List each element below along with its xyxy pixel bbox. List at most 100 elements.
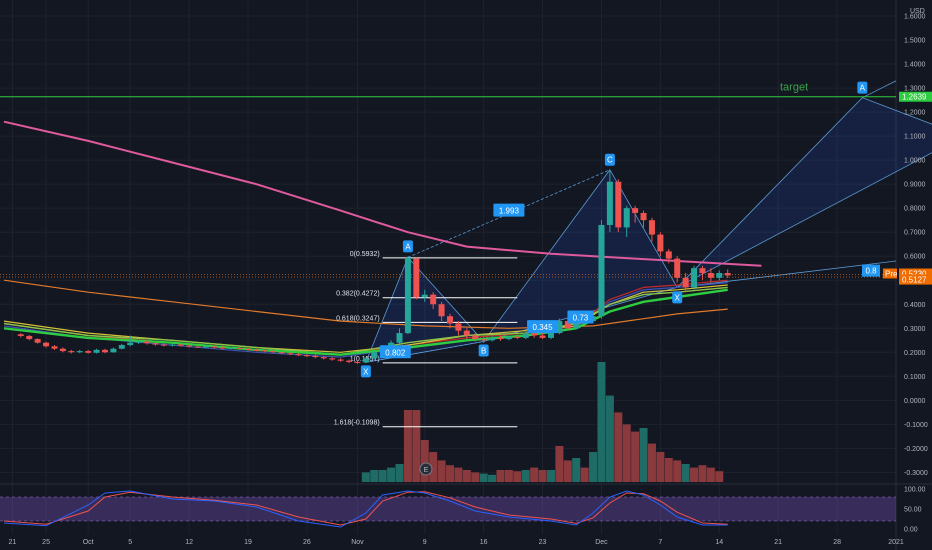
fib-level-label: 1.618(-0.1098) (334, 420, 380, 427)
candle-body (699, 268, 706, 274)
target-label: target (780, 82, 808, 94)
ma-price-tag-label: 0.5127 (902, 276, 927, 285)
candle-body (287, 353, 294, 355)
candle-body (362, 358, 369, 363)
candle (202, 345, 209, 348)
candle (514, 334, 521, 340)
candle-body (480, 339, 487, 341)
candle (556, 318, 563, 335)
pre-tag-label: Pre (885, 270, 898, 279)
price-tick-label: 0.1000 (904, 374, 926, 381)
volume-bar (530, 467, 539, 482)
candle-body (169, 344, 176, 346)
time-tick-label: 14 (715, 539, 723, 546)
candle-body (447, 316, 453, 324)
time-tick-label: 28 (833, 539, 841, 546)
candle (177, 343, 184, 347)
candle-body (388, 342, 395, 348)
volume-bar (521, 470, 530, 482)
volume-bar (361, 472, 370, 482)
candle-body (177, 344, 184, 346)
pattern-point-a2-label: A (860, 84, 866, 93)
price-tick-label: -0.1000 (904, 422, 928, 429)
candle-body (76, 351, 83, 353)
candle-body (236, 347, 243, 349)
candle (278, 351, 285, 355)
harmonic-triangle-xab (365, 256, 485, 363)
currency-label: USD (910, 8, 925, 15)
price-tick-label: 1.5000 (904, 38, 926, 45)
volume-bar (488, 474, 497, 482)
candle-body (707, 273, 714, 278)
candle-body (396, 333, 403, 343)
candle (59, 347, 66, 353)
candle (640, 210, 647, 228)
ratio-xb (527, 320, 559, 334)
candle (699, 265, 706, 281)
candle (682, 273, 689, 293)
candle-body (211, 346, 218, 348)
pattern-point-x (360, 365, 371, 378)
candle-body (93, 349, 100, 353)
candle (716, 270, 723, 281)
volume-bar (429, 452, 438, 482)
price-tick-label: 1.6000 (904, 14, 926, 21)
candle (463, 328, 470, 340)
pattern-value-tag-label: 0.8 (865, 267, 877, 276)
earnings-icon-label: E (424, 467, 429, 474)
harmonic-projection-line (862, 80, 897, 99)
candle-body (665, 251, 672, 259)
candle-body (144, 341, 151, 344)
candle-body (404, 257, 411, 334)
candle (480, 336, 487, 343)
candle-body (337, 359, 344, 361)
candle-body (261, 350, 268, 352)
candle (472, 333, 479, 342)
volume-bar (639, 428, 648, 482)
earnings-icon (419, 462, 433, 476)
candle (413, 257, 420, 300)
price-tick-label: -0.3000 (904, 470, 928, 477)
pattern-point-a2 (857, 81, 868, 94)
candle (160, 343, 167, 347)
target-price-tag-label: 1.2639 (902, 93, 927, 102)
candle-body (295, 354, 302, 356)
volume-bar (690, 467, 699, 482)
pattern-point-a-label: A (405, 242, 411, 251)
candle (135, 340, 142, 344)
time-axis[interactable]: 21 25 Oct 5 12 19 26 Nov 9 16 23 Dec 7 14 21 28 2021 (9, 539, 904, 546)
candle-body (320, 357, 327, 359)
price-tick-label: 1.3000 (904, 86, 926, 93)
price-tick-label: 0.0000 (904, 398, 926, 405)
volume-bar (412, 410, 421, 482)
price-tick-label: 1.0000 (904, 158, 926, 165)
candle (396, 328, 403, 344)
volume-bar (370, 470, 379, 482)
candle (127, 335, 134, 347)
candle (68, 349, 75, 354)
candle-body (556, 321, 563, 334)
volume-bar (395, 464, 404, 482)
candle (404, 256, 411, 335)
candle (85, 349, 92, 354)
candle-body (194, 346, 201, 348)
ratio-xb-label: 0.345 (533, 323, 554, 332)
candle (320, 355, 327, 360)
pattern-point-c-label: C (607, 156, 613, 165)
price-tick-label: 0.6000 (904, 254, 926, 261)
candle-body (253, 349, 260, 351)
ratio-xc (493, 203, 525, 217)
candle-body (186, 345, 193, 347)
candle-body (522, 333, 529, 338)
time-tick-label: 7 (658, 539, 662, 546)
candle (455, 321, 462, 336)
candle (110, 347, 117, 353)
candle (707, 268, 714, 283)
volume-bar (681, 464, 690, 482)
candle-body (68, 351, 75, 353)
candle (354, 360, 361, 364)
volume-bar (387, 467, 396, 482)
candle (632, 205, 639, 223)
